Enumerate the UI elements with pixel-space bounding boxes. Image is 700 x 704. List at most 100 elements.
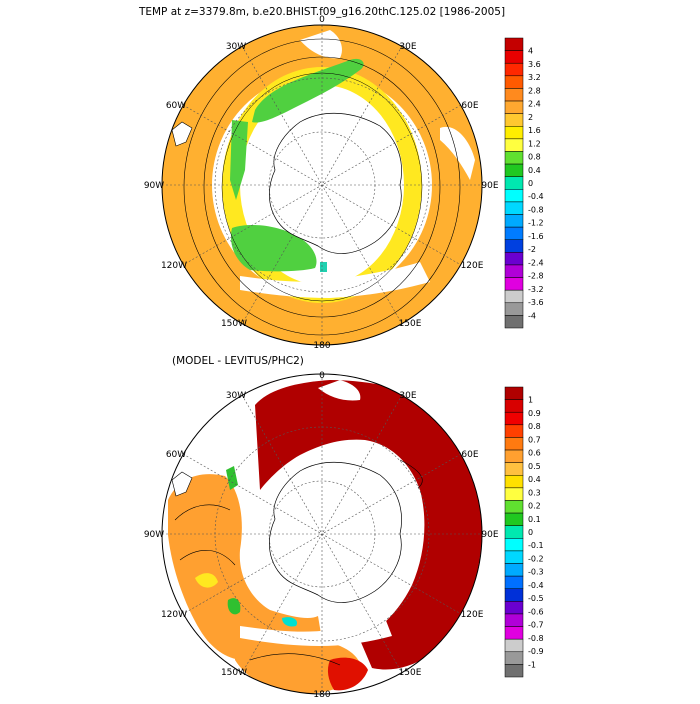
top-colorbar-swatch	[504, 62, 524, 77]
bottom-colorbar-label: 0.1	[528, 515, 541, 524]
top-lon-120w: 120W	[161, 261, 187, 271]
top-colorbar-label: -3.2	[528, 285, 544, 294]
top-lon-90e: 90E	[481, 181, 498, 191]
top-colorbar-swatch	[504, 289, 524, 304]
bottom-contour-3	[249, 653, 341, 666]
bottom-lon-120w: 120W	[161, 610, 187, 620]
top-colorbar-label: 2.4	[528, 100, 541, 109]
top-field-green-south	[230, 225, 317, 272]
bottom-colorbar: 1 0.9 0.8 0.7 0.6 0.5 0.4 0.3 0.2 0.1 0 -0.1 -0.2 -0.…	[504, 386, 544, 678]
bottom-map: 0 30E 60E 90E 120E 150E 180 150W 120W 90…	[144, 371, 499, 700]
top-lon-150e: 150E	[399, 319, 422, 329]
top-colorbar-label: 1.6	[528, 126, 541, 135]
bottom-colorbar-label: -0.6	[528, 607, 544, 616]
bottom-colorbar-label: 0.4	[528, 475, 541, 484]
top-colorbar-swatch	[504, 315, 524, 329]
bottom-colorbar-swatch	[504, 399, 524, 413]
bottom-lon-90e: 90E	[481, 530, 498, 540]
bottom-colorbar-swatch	[504, 411, 524, 426]
top-colorbar-swatch	[504, 88, 524, 102]
bottom-colorbar-label: -0.1	[528, 541, 544, 550]
top-colorbar-label: -2.8	[528, 272, 544, 281]
top-colorbar-swatch	[504, 239, 524, 253]
top-colorbar-label: 0.8	[528, 153, 541, 162]
bottom-colorbar-swatch	[504, 487, 524, 501]
top-colorbar-label: 4	[528, 47, 533, 56]
bottom-colorbar-label: 0.9	[528, 409, 541, 418]
top-colorbar-swatch	[504, 75, 524, 89]
top-colorbar-swatch	[504, 176, 524, 190]
bottom-lon-0: 0	[319, 371, 325, 381]
bottom-map-border	[161, 373, 483, 695]
bottom-colorbar-swatch	[504, 437, 524, 451]
bottom-lon-labels: 0 30E 60E 90E 120E 150E 180 150W 120W 90…	[144, 371, 499, 700]
bottom-colorbar-label: -1	[528, 660, 536, 669]
top-lon-30e: 30E	[399, 42, 416, 52]
bottom-colorbar-label: -0.2	[528, 554, 544, 563]
bottom-field-green	[227, 598, 241, 615]
top-map-border	[161, 24, 483, 346]
top-colorbar-label: 3.2	[528, 73, 541, 82]
top-colorbar-label: 3.6	[528, 60, 541, 69]
top-colorbar: 4 3.6 3.2 2.8 2.4 2 1.6 1.2 0.8 0.4 0 -0.4 -0.8 -1.2 -…	[504, 37, 544, 329]
top-colorbar-label: 2	[528, 113, 533, 122]
top-lon-150w: 150W	[221, 319, 247, 329]
bottom-colorbar-label: -0.4	[528, 581, 544, 590]
bottom-lon-180: 180	[313, 690, 330, 700]
top-colorbar-swatch	[504, 163, 524, 177]
bottom-south-america	[171, 471, 193, 497]
top-lon-120e: 120E	[461, 261, 484, 271]
bottom-colorbar-swatch	[504, 563, 524, 577]
bottom-colorbar-label: -0.7	[528, 621, 544, 630]
bottom-antarctica	[269, 461, 402, 603]
bottom-lon-150e: 150E	[399, 668, 422, 678]
top-field-teal-patch	[320, 262, 327, 272]
bottom-colorbar-label: 1	[528, 396, 533, 405]
top-missing-east	[440, 126, 475, 180]
bottom-colorbar-label: 0.5	[528, 462, 541, 471]
top-antarctica	[269, 112, 402, 254]
top-colorbar-label: -1.2	[528, 219, 544, 228]
bottom-colorbar-swatch	[504, 664, 524, 678]
bottom-colorbar-label: 0.2	[528, 502, 541, 511]
top-colorbar-swatch	[504, 189, 524, 203]
top-map: 0 30E 60E 90E 120E 150E 180 150W 120W 90…	[144, 15, 499, 351]
bottom-colorbar-label: -0.5	[528, 594, 544, 603]
bottom-title: (MODEL - LEVITUS/PHC2)	[172, 355, 304, 367]
bottom-lon-60e: 60E	[461, 450, 478, 460]
top-colorbar-label: 2.8	[528, 86, 541, 95]
top-colorbar-swatch	[504, 126, 524, 140]
top-colorbar-swatch	[504, 113, 524, 127]
top-colorbar-swatch	[504, 214, 524, 228]
top-missing-pacific	[240, 262, 430, 298]
bottom-colorbar-swatch	[504, 638, 524, 653]
top-colorbar-label: -2.4	[528, 258, 544, 267]
top-south-america	[171, 121, 193, 147]
top-colorbar-swatch	[504, 264, 524, 278]
bottom-colorbar-swatch	[504, 550, 524, 564]
top-colorbar-swatch	[504, 252, 524, 266]
top-colorbar-label: -4	[528, 311, 536, 320]
bottom-colorbar-swatch	[504, 575, 524, 589]
top-missing-north	[300, 30, 342, 59]
top-colorbar-swatch	[504, 302, 524, 316]
bottom-colorbar-swatch	[504, 512, 524, 526]
top-colorbar-label: 1.2	[528, 139, 541, 148]
top-graticule	[162, 25, 482, 345]
top-lon-180: 180	[313, 341, 330, 351]
bottom-colorbar-swatch	[504, 475, 524, 489]
top-colorbar-swatch	[504, 138, 524, 152]
bottom-lon-120e: 120E	[461, 610, 484, 620]
bottom-colorbar-label: 0	[528, 528, 533, 537]
bottom-colorbar-label: 0.6	[528, 449, 541, 458]
top-lon-0: 0	[319, 15, 325, 25]
top-lon-60e: 60E	[461, 101, 478, 111]
bottom-colorbar-swatch	[504, 651, 524, 665]
top-panel: TEMP at z=3379.8m, b.e20.BHIST.f09_g16.2…	[138, 6, 544, 351]
bottom-field-orange	[168, 474, 322, 661]
bottom-contour-1	[174, 504, 231, 521]
bottom-colorbar-label: 0.8	[528, 422, 541, 431]
bottom-colorbar-swatch	[504, 601, 524, 615]
top-lon-30w: 30W	[226, 42, 246, 52]
